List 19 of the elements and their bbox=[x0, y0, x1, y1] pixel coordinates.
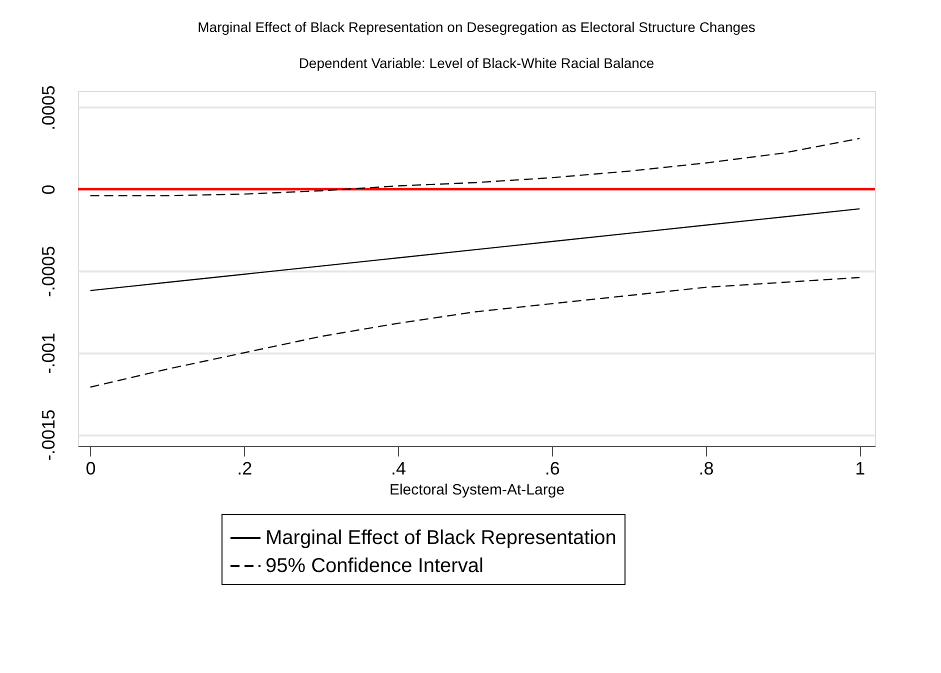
line-series bbox=[90, 138, 860, 196]
chart-title: Marginal Effect of Black Representation on Desegregation as Electoral Structure Changes bbox=[198, 18, 756, 35]
x-tick-label: 1 bbox=[855, 458, 866, 478]
y-tick-label: -.0005 bbox=[38, 246, 58, 297]
x-tick-label: .2 bbox=[237, 458, 252, 478]
x-tick-label: 0 bbox=[86, 458, 96, 478]
y-tick-label: -.001 bbox=[38, 332, 58, 374]
line-series bbox=[90, 208, 860, 292]
x-tick-label: .6 bbox=[544, 458, 560, 478]
line-series bbox=[90, 276, 860, 388]
y-tick-label: .0005 bbox=[38, 85, 58, 130]
legend-label: Marginal Effect of Black Representation bbox=[266, 527, 616, 549]
x-tick-label: .8 bbox=[698, 458, 714, 478]
legend-label: 95% Confidence Interval bbox=[266, 555, 484, 577]
x-tick-label: .4 bbox=[391, 458, 406, 478]
chart-subtitle: Dependent Variable: Level of Black-White Racial Balance bbox=[298, 54, 654, 71]
y-tick-label: 0 bbox=[38, 184, 58, 195]
y-tick-label: -.0015 bbox=[38, 410, 58, 461]
x-axis-title: Electoral System-At-Large bbox=[389, 482, 565, 498]
